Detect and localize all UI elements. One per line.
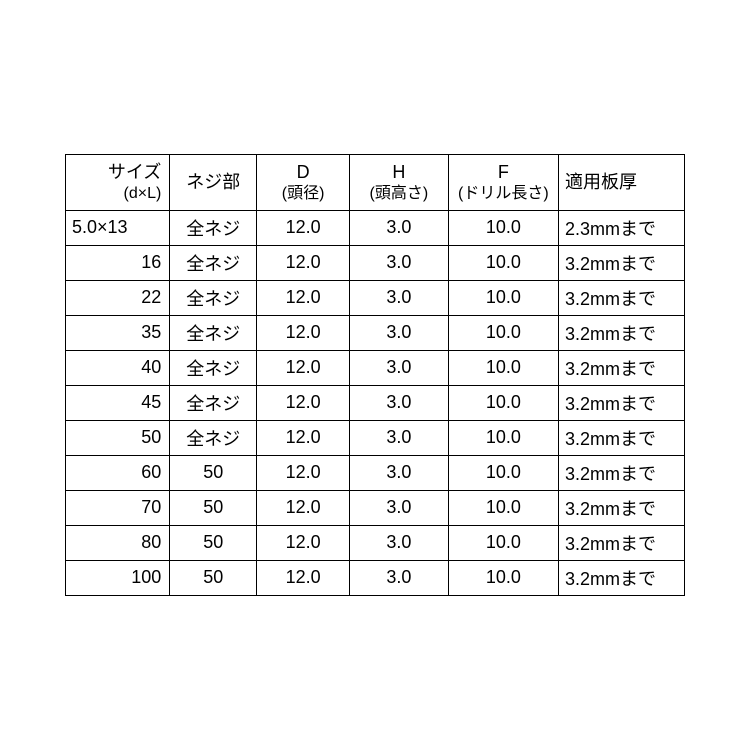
cell-f: 10.0 [448, 350, 558, 385]
cell-thread: 全ネジ [170, 210, 257, 245]
cell-d: 12.0 [257, 525, 350, 560]
cell-d: 12.0 [257, 490, 350, 525]
header-h: H (頭高さ) [350, 155, 449, 211]
table-body: 5.0×13全ネジ12.03.010.02.3mmまで16全ネジ12.03.01… [66, 210, 685, 595]
cell-thread: 全ネジ [170, 245, 257, 280]
cell-thread: 全ネジ [170, 385, 257, 420]
cell-size: 80 [66, 525, 170, 560]
cell-d: 12.0 [257, 560, 350, 595]
cell-f: 10.0 [448, 490, 558, 525]
cell-h: 3.0 [350, 455, 449, 490]
header-h-sub: (頭高さ) [352, 184, 446, 204]
cell-f: 10.0 [448, 525, 558, 560]
cell-f: 10.0 [448, 455, 558, 490]
cell-size: 50 [66, 420, 170, 455]
cell-size: 35 [66, 315, 170, 350]
cell-h: 3.0 [350, 525, 449, 560]
table-header: サイズ (d×L) ネジ部 D (頭径) H (頭高さ) F (ドリル長さ) [66, 155, 685, 211]
cell-size: 16 [66, 245, 170, 280]
cell-apply: 2.3mmまで [559, 210, 685, 245]
cell-size: 22 [66, 280, 170, 315]
header-h-main: H [392, 162, 405, 182]
cell-f: 10.0 [448, 210, 558, 245]
table-row: 605012.03.010.03.2mmまで [66, 455, 685, 490]
cell-f: 10.0 [448, 560, 558, 595]
header-apply: 適用板厚 [559, 155, 685, 211]
cell-d: 12.0 [257, 210, 350, 245]
header-size-main: サイズ [108, 162, 161, 182]
header-size: サイズ (d×L) [66, 155, 170, 211]
header-d-main: D [297, 162, 310, 182]
table-row: 35全ネジ12.03.010.03.2mmまで [66, 315, 685, 350]
cell-apply: 3.2mmまで [559, 455, 685, 490]
header-row: サイズ (d×L) ネジ部 D (頭径) H (頭高さ) F (ドリル長さ) [66, 155, 685, 211]
cell-d: 12.0 [257, 385, 350, 420]
cell-h: 3.0 [350, 315, 449, 350]
header-thread: ネジ部 [170, 155, 257, 211]
cell-size: 5.0×13 [66, 210, 170, 245]
cell-size: 70 [66, 490, 170, 525]
cell-d: 12.0 [257, 350, 350, 385]
cell-d: 12.0 [257, 245, 350, 280]
table-row: 50全ネジ12.03.010.03.2mmまで [66, 420, 685, 455]
spec-table-container: サイズ (d×L) ネジ部 D (頭径) H (頭高さ) F (ドリル長さ) [65, 154, 685, 596]
table-row: 22全ネジ12.03.010.03.2mmまで [66, 280, 685, 315]
cell-h: 3.0 [350, 210, 449, 245]
cell-thread: 全ネジ [170, 315, 257, 350]
header-d-sub: (頭径) [259, 184, 347, 204]
cell-apply: 3.2mmまで [559, 525, 685, 560]
cell-h: 3.0 [350, 420, 449, 455]
table-row: 705012.03.010.03.2mmまで [66, 490, 685, 525]
cell-thread: 50 [170, 490, 257, 525]
cell-d: 12.0 [257, 315, 350, 350]
header-d: D (頭径) [257, 155, 350, 211]
cell-f: 10.0 [448, 420, 558, 455]
header-thread-main: ネジ部 [186, 172, 240, 192]
cell-thread: 50 [170, 560, 257, 595]
cell-d: 12.0 [257, 280, 350, 315]
table-row: 16全ネジ12.03.010.03.2mmまで [66, 245, 685, 280]
cell-h: 3.0 [350, 490, 449, 525]
table-row: 1005012.03.010.03.2mmまで [66, 560, 685, 595]
cell-d: 12.0 [257, 455, 350, 490]
cell-size: 100 [66, 560, 170, 595]
cell-thread: 50 [170, 525, 257, 560]
cell-h: 3.0 [350, 245, 449, 280]
cell-f: 10.0 [448, 245, 558, 280]
table-row: 5.0×13全ネジ12.03.010.02.3mmまで [66, 210, 685, 245]
cell-f: 10.0 [448, 315, 558, 350]
cell-thread: 50 [170, 455, 257, 490]
spec-table: サイズ (d×L) ネジ部 D (頭径) H (頭高さ) F (ドリル長さ) [65, 154, 685, 596]
cell-size: 45 [66, 385, 170, 420]
cell-apply: 3.2mmまで [559, 315, 685, 350]
cell-h: 3.0 [350, 350, 449, 385]
cell-apply: 3.2mmまで [559, 350, 685, 385]
cell-thread: 全ネジ [170, 350, 257, 385]
cell-apply: 3.2mmまで [559, 245, 685, 280]
cell-d: 12.0 [257, 420, 350, 455]
cell-h: 3.0 [350, 385, 449, 420]
cell-apply: 3.2mmまで [559, 420, 685, 455]
cell-size: 60 [66, 455, 170, 490]
cell-apply: 3.2mmまで [559, 490, 685, 525]
table-row: 45全ネジ12.03.010.03.2mmまで [66, 385, 685, 420]
cell-apply: 3.2mmまで [559, 385, 685, 420]
header-f-sub: (ドリル長さ) [451, 184, 556, 204]
cell-apply: 3.2mmまで [559, 280, 685, 315]
cell-size: 40 [66, 350, 170, 385]
cell-h: 3.0 [350, 560, 449, 595]
header-size-sub: (d×L) [68, 184, 161, 204]
cell-thread: 全ネジ [170, 280, 257, 315]
header-f: F (ドリル長さ) [448, 155, 558, 211]
cell-thread: 全ネジ [170, 420, 257, 455]
cell-f: 10.0 [448, 280, 558, 315]
header-apply-main: 適用板厚 [565, 172, 637, 192]
table-row: 805012.03.010.03.2mmまで [66, 525, 685, 560]
cell-h: 3.0 [350, 280, 449, 315]
table-row: 40全ネジ12.03.010.03.2mmまで [66, 350, 685, 385]
header-f-main: F [498, 162, 509, 182]
cell-f: 10.0 [448, 385, 558, 420]
cell-apply: 3.2mmまで [559, 560, 685, 595]
